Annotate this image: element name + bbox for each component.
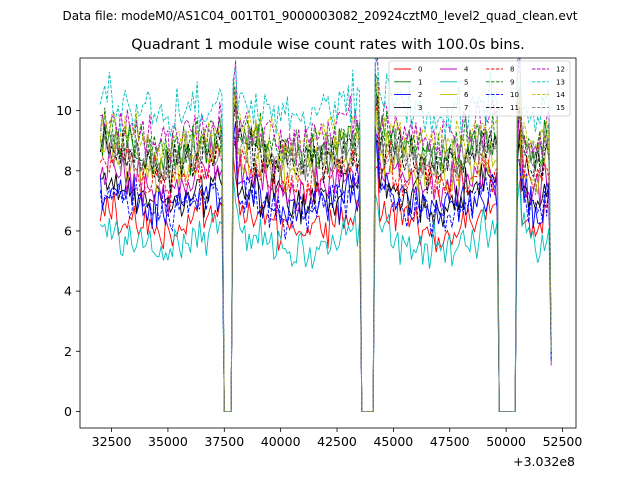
y-tick-label: 0 (64, 404, 72, 419)
legend-label: 3 (418, 104, 422, 112)
series-line-5 (99, 175, 552, 412)
legend-label: 2 (418, 91, 422, 99)
chart-title: Quadrant 1 module wise count rates with … (131, 37, 525, 53)
legend-label: 15 (556, 104, 565, 112)
y-tick-label: 10 (56, 103, 72, 118)
x-tick-label: 40000 (261, 434, 301, 449)
legend-label: 10 (510, 91, 519, 99)
legend-label: 13 (556, 78, 565, 86)
figure-suptitle: Data file: modeM0/AS1C04_001T01_90000030… (62, 9, 577, 23)
x-tick-label: 35000 (148, 434, 188, 449)
x-offset-label: +3.032e8 (513, 454, 575, 469)
y-tick-label: 4 (64, 284, 72, 299)
x-tick-label: 52500 (543, 434, 583, 449)
legend-label: 1 (418, 78, 422, 86)
series-line-9 (99, 71, 552, 412)
x-tick-label: 42500 (317, 434, 357, 449)
legend-label: 0 (418, 66, 422, 74)
x-tick-label: 37500 (204, 434, 244, 449)
y-tick-label: 8 (64, 163, 72, 178)
legend-label: 14 (556, 91, 565, 99)
y-tick-label: 2 (64, 344, 72, 359)
y-axis: 0 2 4 6 8 10 (56, 103, 80, 419)
x-axis: 32500 35000 37500 40000 42500 45000 47500 50000… (92, 428, 583, 449)
series-line-7 (99, 81, 552, 412)
x-tick-label: 32500 (92, 434, 132, 449)
x-tick-label: 45000 (373, 434, 413, 449)
legend-box (388, 60, 571, 117)
legend-label: 6 (464, 91, 469, 99)
legend-label: 8 (510, 66, 514, 74)
legend-label: 5 (464, 78, 468, 86)
x-tick-label: 47500 (430, 434, 470, 449)
series-line-2 (99, 121, 552, 412)
legend-label: 4 (464, 66, 469, 74)
series-line-10 (99, 132, 552, 412)
legend-label: 11 (510, 104, 519, 112)
series-line-6 (99, 86, 552, 412)
series-line-15 (99, 94, 552, 412)
y-tick-label: 6 (64, 223, 72, 238)
series-line-11 (99, 95, 552, 412)
legend-label: 7 (464, 104, 468, 112)
series-line-0 (99, 157, 552, 412)
series-line-4 (99, 106, 552, 412)
axes-frame (79, 57, 577, 429)
legend-label: 9 (510, 78, 514, 86)
legend-label: 12 (556, 66, 565, 74)
x-tick-label: 50000 (486, 434, 526, 449)
series-group (99, 58, 552, 412)
series-line-14 (99, 72, 552, 412)
